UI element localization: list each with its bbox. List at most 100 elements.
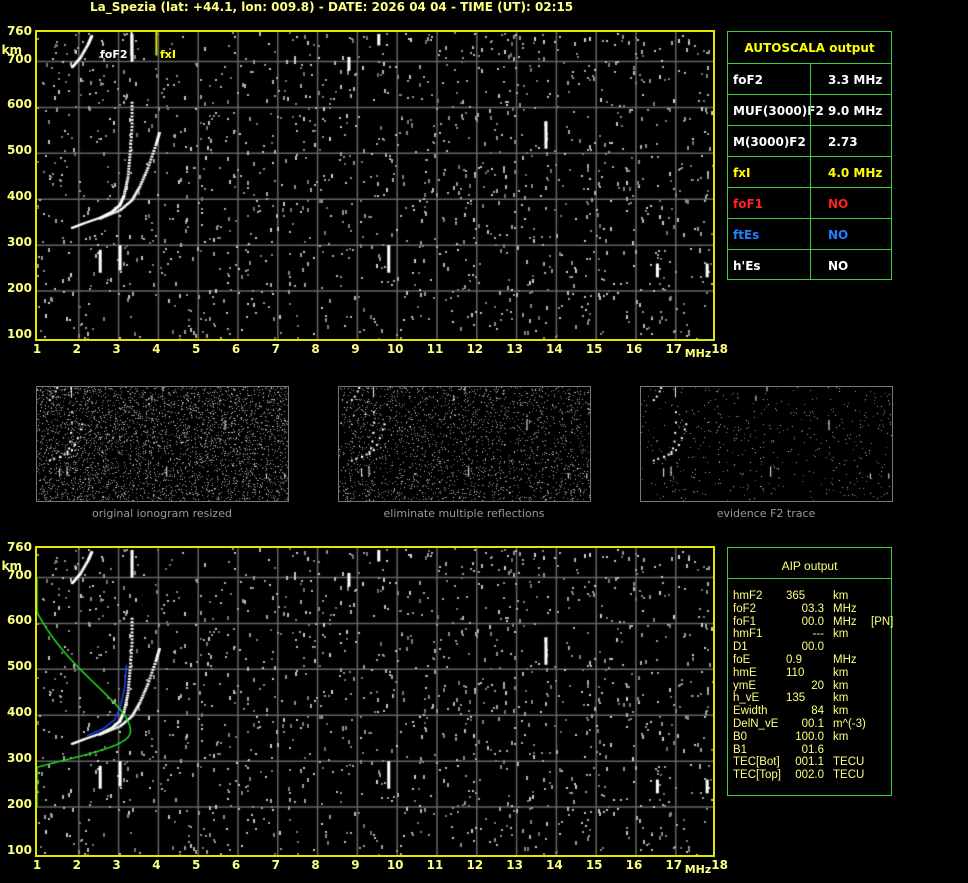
column-divider <box>810 64 811 94</box>
y-tick-label: 600 <box>6 97 32 112</box>
autoscala-param: h'Es <box>733 259 761 273</box>
aip-unit: km <box>833 730 849 743</box>
aip-value: 100.0 <box>795 730 824 743</box>
column-divider <box>810 250 811 280</box>
x-tick-label: 4 <box>152 342 161 356</box>
autoscala-value: 4.0 MHz <box>828 166 883 180</box>
ionogram-aip <box>35 546 715 857</box>
autoscala-value: NO <box>828 259 849 273</box>
aip-unit: km <box>833 628 849 641</box>
autoscala-value: 2.73 <box>828 135 858 149</box>
x-unit-label: MHz <box>684 863 712 876</box>
x-tick-label: 18 <box>711 858 728 872</box>
x-unit-label: MHz <box>684 347 712 360</box>
x-tick-label: 17 <box>665 858 683 872</box>
x-tick-label: 13 <box>506 858 523 872</box>
x-tick-label: 5 <box>192 342 201 356</box>
aip-unit: km <box>833 590 849 602</box>
x-tick-label: 12 <box>466 342 484 356</box>
aip-unit: MHz <box>833 615 857 628</box>
x-tick-label: 15 <box>585 342 603 356</box>
x-tick-label: 10 <box>386 858 404 872</box>
y-unit-label: km <box>1 559 22 573</box>
x-tick-label: 7 <box>271 342 280 356</box>
aip-unit: m^(-3) <box>833 718 866 730</box>
x-tick-label: 3 <box>112 342 121 356</box>
x-tick-label: 11 <box>426 342 444 356</box>
autoscala-row-fxi: fxI 4.0 MHz <box>728 156 891 187</box>
aip-value: --- <box>812 628 825 641</box>
aip-unit: km <box>833 666 849 679</box>
aip-value: 110 <box>786 666 805 679</box>
aip-param: DelN_vE <box>733 718 779 730</box>
y-tick-label: 400 <box>6 189 32 204</box>
y-tick-label: 500 <box>6 143 32 158</box>
aip-value: 00.1 <box>801 718 824 730</box>
aip-unit: km <box>833 679 849 692</box>
thumbnail-1 <box>36 386 289 502</box>
column-divider <box>810 219 811 249</box>
fxI-label: fxI <box>160 48 176 61</box>
aip-value: 00.0 <box>801 615 824 628</box>
x-tick-label: 8 <box>311 342 320 356</box>
y-tick-label: 200 <box>6 281 32 296</box>
x-tick-label: 18 <box>711 342 728 356</box>
thumbnail-caption: eliminate multiple reflections <box>383 507 545 520</box>
autoscala-row-hes: h'Es NO <box>728 249 891 280</box>
autoscala-row-muf3000f2: MUF(3000)F2 9.0 MHz <box>728 94 891 125</box>
y-tick-label: 400 <box>6 705 32 720</box>
y-tick-label: 760 <box>6 540 32 554</box>
thumbnail-3 <box>640 386 893 502</box>
x-tick-label: 5 <box>192 858 201 872</box>
aip-value: 00.0 <box>801 641 824 654</box>
y-unit-label: km <box>1 43 22 57</box>
aip-param: TEC[Top] <box>733 769 781 782</box>
aip-param: hmE <box>733 666 757 679</box>
thumbnail-2 <box>338 386 591 502</box>
x-tick-label: 2 <box>72 342 81 356</box>
aip-unit: km <box>833 705 849 718</box>
autoscala-param: foF2 <box>733 73 764 87</box>
x-tick-label: 4 <box>152 858 161 872</box>
x-tick-label: 7 <box>271 858 280 872</box>
aip-unit: TECU <box>833 756 865 769</box>
y-tick-label: 200 <box>6 797 32 812</box>
x-tick-label: 6 <box>231 858 241 872</box>
aip-param: TEC[Bot] <box>733 756 780 769</box>
thumbnail-caption: evidence F2 trace <box>716 507 816 520</box>
x-tick-label: 2 <box>72 858 81 872</box>
aip-unit: MHz <box>833 602 857 615</box>
x-tick-label: 9 <box>351 858 360 872</box>
x-tick-label: 1 <box>32 342 42 356</box>
autoscala-title: AUTOSCALA output <box>744 41 875 55</box>
y-tick-label: 600 <box>6 613 32 628</box>
x-tick-label: 8 <box>311 858 320 872</box>
column-divider <box>810 95 811 125</box>
autoscala-value: 3.3 MHz <box>828 73 883 87</box>
y-tick-label: 760 <box>6 24 32 38</box>
x-tick-label: 10 <box>386 342 404 356</box>
aip-note: [PN] <box>871 615 894 628</box>
thumbnail-image <box>641 387 892 501</box>
column-divider <box>810 188 811 218</box>
x-tick-label: 16 <box>625 342 643 356</box>
autoscala-param: ftEs <box>733 228 760 242</box>
ionogram-echoes <box>37 548 713 855</box>
thumbnail-caption: original ionogram resized <box>92 507 232 520</box>
autoscala-param: MUF(3000)F2 <box>733 104 824 118</box>
thumbnail-image <box>339 387 590 501</box>
aip-param: foE <box>733 654 751 666</box>
y-tick-label: 700 <box>6 567 32 582</box>
x-tick-label: 3 <box>112 858 121 872</box>
autoscala-param: foF1 <box>733 197 764 211</box>
column-divider <box>810 126 811 156</box>
aip-unit: MHz <box>833 654 857 666</box>
aip-value: 20 <box>811 679 824 692</box>
autoscala-row-m3000f2: M(3000)F2 2.73 <box>728 125 891 156</box>
x-tick-label: 14 <box>546 858 563 872</box>
autoscala-row-ftes: ftEs NO <box>728 218 891 249</box>
aip-param: hmF1 <box>733 628 763 641</box>
x-tick-label: 17 <box>665 342 683 356</box>
ionogram-autoscala <box>35 30 715 341</box>
autoscala-value: NO <box>828 197 849 211</box>
